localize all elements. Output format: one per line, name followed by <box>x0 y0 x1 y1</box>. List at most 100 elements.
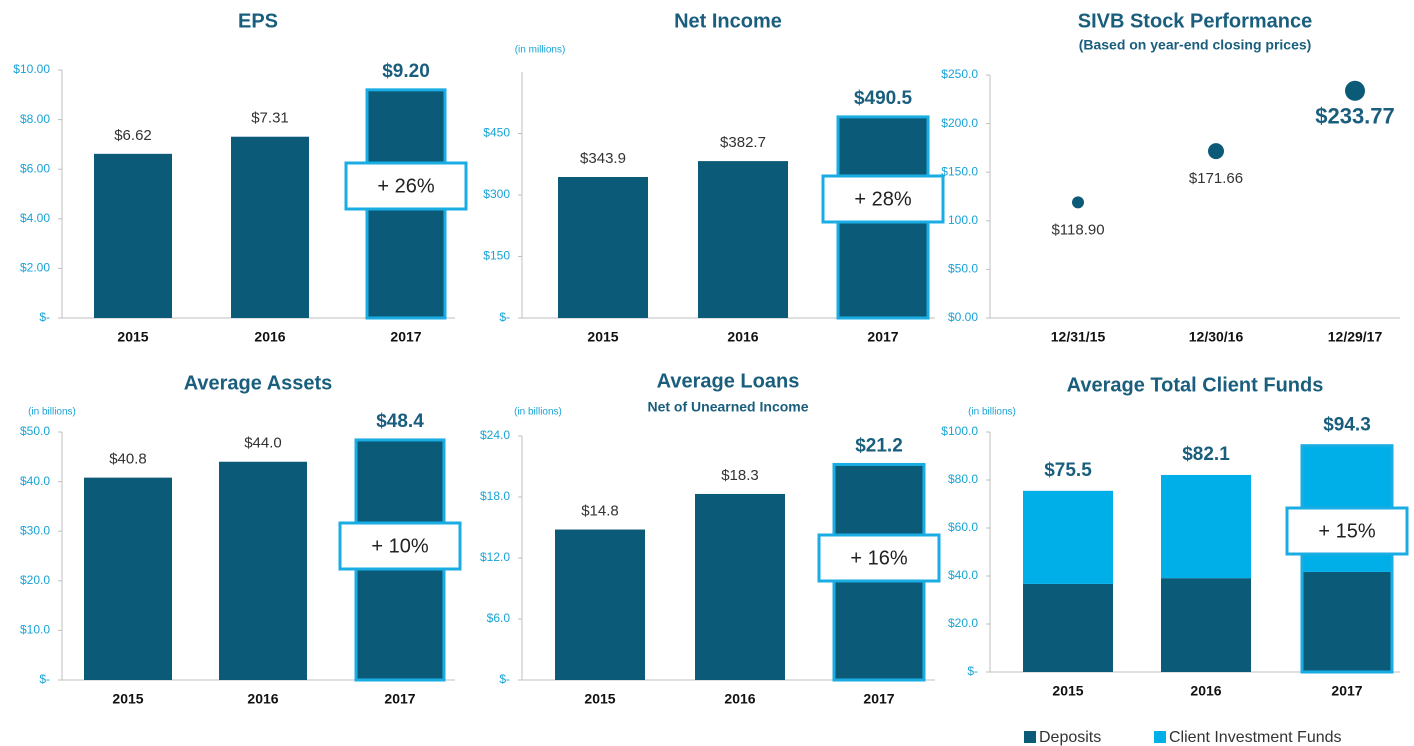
y-tick-label: $50.0 <box>20 424 50 438</box>
bar-segment <box>1161 474 1251 579</box>
annotation-box <box>817 533 941 583</box>
y-tick-label: $30.0 <box>20 523 50 537</box>
y-tick-label: $50.0 <box>948 262 978 276</box>
y-tick-label: 100.0 <box>948 213 978 227</box>
annotation: + 15% <box>1318 520 1375 542</box>
value-label: $6.62 <box>114 127 152 144</box>
dot <box>1072 196 1084 209</box>
y-tick-label: $2.00 <box>20 261 50 275</box>
bar <box>695 493 785 680</box>
y-tick-label: $20.0 <box>20 573 50 587</box>
y-tick-label: $450 <box>483 126 510 140</box>
value-label: $382.7 <box>720 134 766 151</box>
x-tick-label: 2017 <box>390 329 421 345</box>
chart-subtitle: (Based on year-end closing prices) <box>1079 37 1312 53</box>
total-label: $82.1 <box>1182 444 1230 465</box>
bar <box>219 461 307 680</box>
y-tick-label: $40.0 <box>20 474 50 488</box>
y-tick-label: $20.0 <box>948 616 978 630</box>
chart-title: EPS <box>238 10 278 32</box>
legend-swatch <box>1024 731 1036 743</box>
x-tick-label: 2016 <box>1190 683 1221 699</box>
y-tick-label: $- <box>499 310 510 324</box>
value-label: $490.5 <box>854 88 913 109</box>
unit-label: (in billions) <box>514 407 562 418</box>
y-tick-label: $10.0 <box>20 623 50 637</box>
x-tick-label: 2015 <box>112 691 143 707</box>
value-label: $233.77 <box>1315 104 1395 129</box>
chart-title: Average Total Client Funds <box>1067 374 1324 396</box>
y-tick-label: $40.0 <box>948 568 978 582</box>
y-tick-label: $12.0 <box>480 550 510 564</box>
x-tick-label: 2016 <box>724 691 755 707</box>
value-label: $9.20 <box>382 61 430 82</box>
annotation-box <box>338 521 462 571</box>
y-tick-label: $250.0 <box>941 67 978 81</box>
y-tick-label: $0.00 <box>948 310 978 324</box>
x-tick-label: 2015 <box>1052 683 1083 699</box>
y-tick-label: $- <box>39 310 50 324</box>
bar <box>698 161 788 318</box>
y-tick-label: $8.00 <box>20 112 50 126</box>
x-tick-label: 2015 <box>117 329 148 345</box>
y-tick-label: $200.0 <box>941 116 978 130</box>
highlight-outline <box>1300 444 1394 674</box>
annotation: + 10% <box>371 535 428 557</box>
annotation-box <box>1285 506 1409 556</box>
chart-subtitle: Net of Unearned Income <box>647 399 808 415</box>
y-tick-label: $150 <box>483 249 510 263</box>
y-tick-label: $- <box>967 664 978 678</box>
y-tick-label: $- <box>39 672 50 686</box>
x-tick-label: 2015 <box>587 329 618 345</box>
value-label: $14.8 <box>581 503 619 520</box>
bar-segment <box>1023 490 1113 584</box>
legend-label: Client Investment Funds <box>1169 729 1342 746</box>
chart-title: Average Loans <box>657 370 800 392</box>
bar-segment <box>1302 571 1392 672</box>
chart-title: Average Assets <box>184 372 333 394</box>
value-label: $7.31 <box>251 110 289 127</box>
y-tick-label: $18.0 <box>480 489 510 503</box>
bar <box>94 153 172 318</box>
annotation-box <box>821 174 945 224</box>
unit-label: (in millions) <box>515 45 566 56</box>
unit-label: (in billions) <box>968 407 1016 418</box>
y-tick-label: $6.0 <box>487 611 511 625</box>
annotation: + 28% <box>854 188 911 210</box>
x-tick-label: 2016 <box>247 691 278 707</box>
y-tick-label: $- <box>499 672 510 686</box>
value-label: $48.4 <box>376 411 424 432</box>
legend-swatch <box>1154 731 1166 743</box>
x-tick-label: 12/30/16 <box>1189 329 1244 345</box>
x-tick-label: 2017 <box>863 691 894 707</box>
x-tick-label: 2017 <box>384 691 415 707</box>
y-tick-label: $150.0 <box>941 164 978 178</box>
x-tick-label: 2017 <box>867 329 898 345</box>
x-tick-label: 2016 <box>254 329 285 345</box>
chart-title: SIVB Stock Performance <box>1078 10 1313 32</box>
annotation: + 26% <box>377 175 434 197</box>
y-tick-label: $6.00 <box>20 161 50 175</box>
bar <box>558 177 648 318</box>
y-tick-label: $300 <box>483 187 510 201</box>
x-tick-label: 2016 <box>727 329 758 345</box>
y-tick-label: $100.0 <box>941 424 978 438</box>
y-tick-label: $24.0 <box>480 428 510 442</box>
annotation: + 16% <box>850 547 907 569</box>
total-label: $94.3 <box>1323 415 1371 436</box>
legend-label: Deposits <box>1039 729 1101 746</box>
x-tick-label: 2015 <box>584 691 615 707</box>
bar-segment <box>1161 578 1251 672</box>
unit-label: (in billions) <box>28 407 76 418</box>
dot <box>1345 80 1365 101</box>
dot <box>1208 143 1224 160</box>
bar <box>231 136 309 318</box>
y-tick-label: $10.00 <box>13 62 50 76</box>
bar <box>84 477 172 680</box>
total-label: $75.5 <box>1044 460 1092 481</box>
y-tick-label: $4.00 <box>20 211 50 225</box>
value-label: $44.0 <box>244 435 282 452</box>
value-label: $40.8 <box>109 451 147 468</box>
y-tick-label: $60.0 <box>948 520 978 534</box>
